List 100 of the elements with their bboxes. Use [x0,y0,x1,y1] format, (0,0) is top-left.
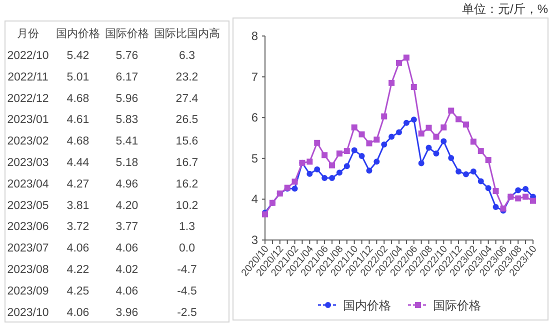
point [463,122,469,128]
legend-label: 国际价格 [433,298,481,312]
y-tick-label: 6 [251,110,258,125]
point [329,174,335,181]
point [396,60,402,66]
point [440,124,447,130]
point [306,170,313,177]
text: 1.3 [179,221,195,234]
category-label: 2023/10 [7,306,49,319]
point [374,136,380,143]
point [426,124,432,131]
text: 5.42 [66,50,90,62]
point [515,195,522,202]
point [440,138,447,144]
text: 3.81 [66,200,90,212]
point [344,163,350,170]
text: 6.17 [116,71,138,84]
text: 27.4 [176,92,198,105]
point [374,158,380,165]
point [336,150,342,157]
point [448,108,454,114]
text: 16.7 [176,157,198,169]
text: 4.44 [66,157,90,169]
point [433,150,440,157]
y-tick-label: 8 [251,29,258,43]
point [478,178,484,184]
category-label: 2022/10 [7,50,49,62]
text: 3.77 [116,221,138,234]
category-label: 2022/12 [7,92,49,105]
category-label: 2022/11 [8,71,48,84]
point [358,131,365,138]
category-label: 2023/04 [7,178,49,190]
text: 5.76 [116,50,138,62]
category-label: 2023/07 [7,242,49,255]
point [456,116,462,122]
y-tick-label: 3 [251,233,258,247]
text: -4.5 [177,285,197,298]
point [418,130,424,137]
point [522,194,529,200]
point [344,148,350,154]
y-tick-label: 5 [251,151,258,166]
text: -2.5 [177,306,197,319]
text: 23.2 [176,71,198,84]
point [485,157,492,164]
point [366,140,372,146]
point [306,158,313,165]
point [403,120,410,126]
point [485,185,492,192]
text: 4.06 [66,306,90,319]
y-tick-label: 7 [251,70,258,84]
point [426,144,432,151]
text: 5.83 [116,114,138,126]
text: 5.41 [116,136,138,148]
point [351,147,358,154]
point [292,186,298,192]
text: 16.2 [176,178,198,190]
text: 5.96 [116,92,138,105]
category-label: 2023/09 [7,285,49,298]
text: 4.96 [116,178,138,190]
text: 4.06 [116,285,138,298]
category-label: 国内价格 [56,27,100,40]
text: 15.6 [176,136,198,148]
text: 4.20 [116,200,138,212]
point [381,142,388,148]
category-label: 2023/01 [7,114,49,126]
point [358,152,365,159]
point [336,170,342,176]
point [522,186,529,192]
point [403,54,410,61]
category-label: 2023/02 [7,136,49,148]
point [530,198,536,204]
text: 26.5 [176,114,198,126]
point [456,168,462,174]
legend-label: 国内价格 [343,298,391,312]
point [366,168,372,174]
text: 5.01 [66,71,90,84]
point [329,162,335,168]
point [492,188,499,194]
point [314,166,320,172]
point [448,154,454,161]
category-label: 月份 [17,28,39,40]
point [470,168,476,174]
text: 4.68 [66,92,90,105]
y-tick-label: 4 [251,192,258,206]
point [351,124,358,130]
text: 4.25 [66,285,90,298]
point [492,204,499,210]
point [463,171,469,178]
text: 单位：元/斤，% [462,2,548,16]
point [322,174,328,181]
text: 6.3 [179,50,195,62]
text: 4.27 [66,178,90,190]
category-label: 2023/05 [7,200,49,212]
text: 10.2 [176,200,198,212]
text: 4.61 [66,114,90,126]
text: 4.22 [66,264,90,276]
point [433,134,440,140]
point [396,129,402,136]
point [388,80,395,86]
text: 4.06 [66,242,90,255]
